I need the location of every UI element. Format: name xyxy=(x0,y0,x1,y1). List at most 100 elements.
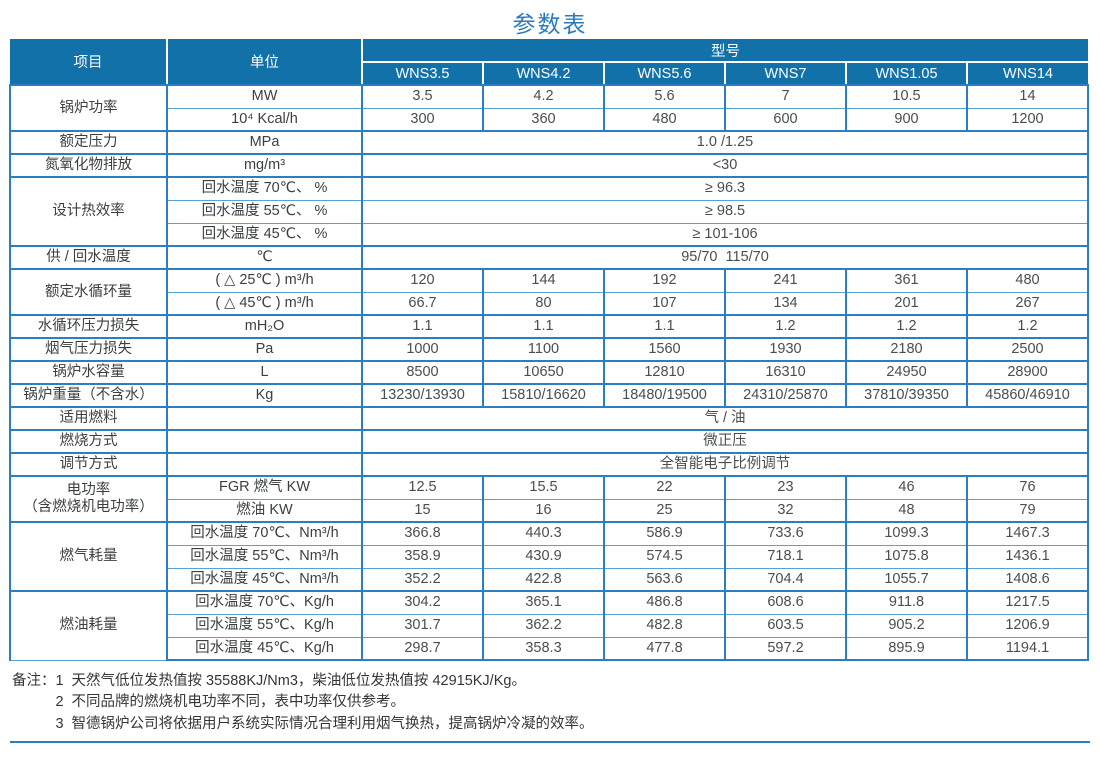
item-cell: 锅炉功率 xyxy=(9,84,168,132)
value-cell: 15 xyxy=(361,498,484,523)
table-row: 回水温度 55℃、 % ≥ 98.5 xyxy=(10,199,1089,224)
unit-cell: 回水温度 55℃、Nm³/h xyxy=(166,544,363,569)
value-cell: 201 xyxy=(845,291,968,316)
value-cell: 7 xyxy=(724,84,847,109)
value-cell: 2180 xyxy=(845,337,968,362)
value-cell: 704.4 xyxy=(724,567,847,592)
value-cell: 360 xyxy=(482,107,605,132)
merged-value-cell: ≥ 98.5 xyxy=(361,199,1089,224)
value-cell: 120 xyxy=(361,268,484,293)
value-cell: 422.8 xyxy=(482,567,605,592)
item-cell: 电功率 （含燃烧机电功率） xyxy=(9,475,168,523)
value-cell: 46 xyxy=(845,475,968,500)
value-cell: 1560 xyxy=(603,337,726,362)
note-text: 不同品牌的燃烧机电功率不同，表中功率仅供参考。 xyxy=(71,694,406,711)
item-cell: 锅炉重量（不含水） xyxy=(9,383,168,408)
value-cell: 80 xyxy=(482,291,605,316)
table-row: 设计热效率 回水温度 70℃、 % ≥ 96.3 xyxy=(9,176,1089,247)
value-cell: 352.2 xyxy=(361,567,484,592)
value-cell: 486.8 xyxy=(603,590,726,615)
unit-cell xyxy=(166,452,363,477)
value-cell: 10.5 xyxy=(845,84,968,109)
table-row: ( △ 45℃ ) m³/h 66.7 80 107 134 201 267 xyxy=(10,291,1089,316)
value-cell: 15810/16620 xyxy=(482,383,605,408)
table-row: 锅炉功率 MW 3.5 4.2 5.6 7 10.5 14 xyxy=(9,84,1089,132)
value-cell: 563.6 xyxy=(603,567,726,592)
page-title: 参数表 xyxy=(512,11,588,37)
header-item: 项目 xyxy=(10,39,168,86)
value-cell: 12.5 xyxy=(361,475,484,500)
table-row: 电功率 （含燃烧机电功率） FGR 燃气 KW 12.5 15.5 22 23 46 76 xyxy=(9,475,1089,523)
value-cell: 45860/46910 xyxy=(966,383,1089,408)
value-cell: 37810/39350 xyxy=(845,383,968,408)
notes-label: 备注： xyxy=(12,673,56,689)
table-row: 锅炉重量（不含水） Kg 13230/13930 15810/16620 18480/1… xyxy=(9,383,1089,408)
model-header-cell: WNS4.2 xyxy=(482,62,605,86)
value-cell: 304.2 xyxy=(361,590,484,615)
table-row: 回水温度 55℃、Nm³/h 358.9 430.9 574.5 718.1 1075.8… xyxy=(10,544,1089,569)
unit-cell: MW xyxy=(166,84,363,109)
value-cell: 16310 xyxy=(724,360,847,385)
unit-cell: ℃ xyxy=(166,245,363,270)
unit-cell: 10⁴ Kcal/h xyxy=(166,107,363,132)
value-cell: 1099.3 xyxy=(845,521,968,546)
table-row: 回水温度 45℃、 % ≥ 101-106 xyxy=(10,222,1089,247)
value-cell: 298.7 xyxy=(361,636,484,661)
value-cell: 241 xyxy=(724,268,847,293)
value-cell: 79 xyxy=(966,498,1089,523)
unit-cell: mH₂O xyxy=(166,314,363,339)
table-row: 燃气耗量 回水温度 70℃、Nm³/h 366.8 440.3 586.9 733.6 10… xyxy=(9,521,1089,592)
value-cell: 1206.9 xyxy=(966,613,1089,638)
value-cell: 28900 xyxy=(966,360,1089,385)
unit-cell xyxy=(166,429,363,454)
unit-cell: 回水温度 45℃、 % xyxy=(166,222,363,247)
merged-value-cell: 1.0 /1.25 xyxy=(361,130,1089,155)
item-cell: 水循环压力损失 xyxy=(9,314,168,339)
value-cell: 16 xyxy=(482,498,605,523)
value-cell: 1217.5 xyxy=(966,590,1089,615)
value-cell: 358.9 xyxy=(361,544,484,569)
value-cell: 1.2 xyxy=(724,314,847,339)
table-row: 水循环压力损失 mH₂O 1.1 1.1 1.1 1.2 1.2 1.2 xyxy=(9,314,1089,339)
value-cell: 482.8 xyxy=(603,613,726,638)
table-body: 锅炉功率 MW 3.5 4.2 5.6 7 10.5 14 10⁴ Kcal/h 300 360 48… xyxy=(9,84,1089,661)
value-cell: 1200 xyxy=(966,107,1089,132)
value-cell: 1467.3 xyxy=(966,521,1089,546)
value-cell: 76 xyxy=(966,475,1089,500)
value-cell: 477.8 xyxy=(603,636,726,661)
value-cell: 1.1 xyxy=(603,314,726,339)
value-cell: 24310/25870 xyxy=(724,383,847,408)
unit-cell: 回水温度 70℃、 % xyxy=(166,176,363,201)
table-row: 燃油 KW 15 16 25 32 48 79 xyxy=(10,498,1089,523)
value-cell: 134 xyxy=(724,291,847,316)
value-cell: 718.1 xyxy=(724,544,847,569)
value-cell: 608.6 xyxy=(724,590,847,615)
table-row: 供 / 回水温度 ℃ 95/70 115/70 xyxy=(9,245,1089,270)
value-cell: 900 xyxy=(845,107,968,132)
header-unit: 单位 xyxy=(166,39,363,86)
value-cell: 358.3 xyxy=(482,636,605,661)
value-cell: 480 xyxy=(603,107,726,132)
value-cell: 1000 xyxy=(361,337,484,362)
model-header-cell: WNS14 xyxy=(966,62,1088,86)
parameter-table: 项目 单位 型号 WNS3.5 WNS4.2 WNS5.6 WNS7 WNS1.05 WN… xyxy=(9,39,1089,661)
bottom-divider xyxy=(10,741,1090,744)
item-cell: 额定压力 xyxy=(9,130,168,155)
value-cell: 13230/13930 xyxy=(361,383,484,408)
table-row: 燃烧方式 微正压 xyxy=(9,429,1089,454)
item-cell: 燃烧方式 xyxy=(9,429,168,454)
value-cell: 15.5 xyxy=(482,475,605,500)
header-row-models: WNS3.5 WNS4.2 WNS5.6 WNS7 WNS1.05 WNS14 xyxy=(10,62,1088,86)
header-model: 型号 xyxy=(361,39,1088,63)
value-cell: 300 xyxy=(361,107,484,132)
merged-value-cell: 95/70 115/70 xyxy=(361,245,1089,270)
value-cell: 895.9 xyxy=(845,636,968,661)
value-cell: 18480/19500 xyxy=(603,383,726,408)
item-cell: 设计热效率 xyxy=(9,176,168,247)
value-cell: 107 xyxy=(603,291,726,316)
value-cell: 66.7 xyxy=(361,291,484,316)
value-cell: 597.2 xyxy=(724,636,847,661)
item-cell: 烟气压力损失 xyxy=(9,337,168,362)
value-cell: 12810 xyxy=(603,360,726,385)
value-cell: 574.5 xyxy=(603,544,726,569)
